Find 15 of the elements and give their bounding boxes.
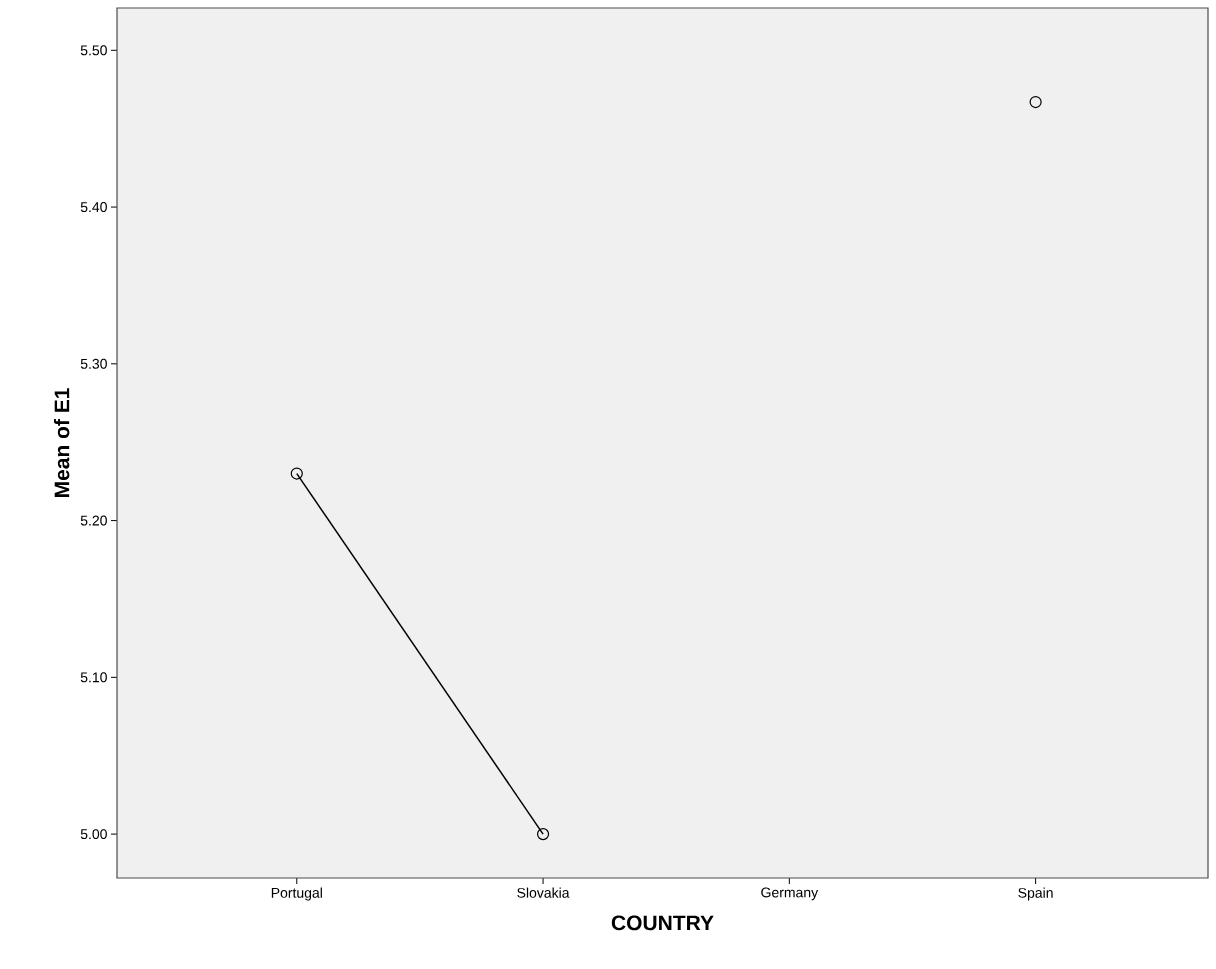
x-tick-label: Spain [1018,887,1053,901]
point [1029,95,1042,109]
x-tick-label: Slovakia [517,887,570,898]
y-axis-title: Mean of E1 [53,388,70,497]
y-tick-label: 5.20 [80,515,107,526]
y-tick-label: 5.00 [80,829,107,840]
point [290,467,303,480]
y-tick-label: 5.30 [80,358,107,369]
y-tick-label: 5.10 [80,672,107,683]
y-tick-label: 5.40 [80,202,107,213]
point [536,827,550,841]
x-axis-title: COUNTRY [611,915,714,931]
y-tick-label: 5.50 [80,45,107,56]
x-tick-label: Portugal [271,887,322,901]
x-tick-label: Germany [761,887,819,901]
